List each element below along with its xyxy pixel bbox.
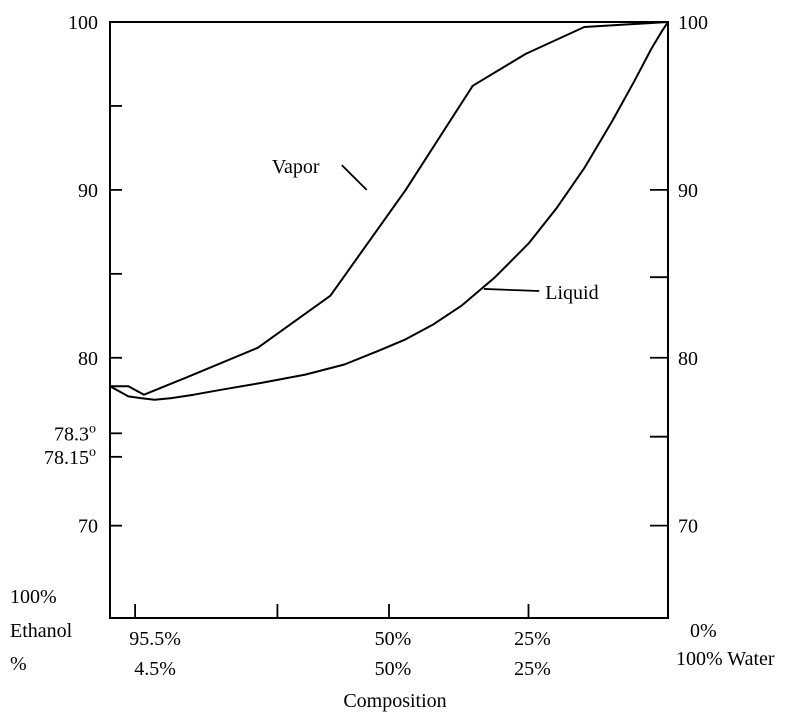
annotation-label-liquid: Liquid bbox=[545, 282, 598, 304]
right-tick-label-100: 100 bbox=[678, 12, 708, 34]
left-axis-label-line-2: Ethanol bbox=[10, 620, 73, 642]
right-axis: 100 90 80 70 bbox=[650, 12, 708, 538]
right-tick-label-70: 70 bbox=[678, 516, 698, 538]
left-tick-label-90: 90 bbox=[78, 180, 98, 202]
left-tick-label-78-3: 78.3o bbox=[54, 421, 96, 445]
axis-labels: 100% Ethanol % 0% 100% Water Composition bbox=[10, 586, 775, 712]
right-axis-label-line-1: 0% bbox=[690, 620, 717, 642]
left-tick-label-100: 100 bbox=[68, 12, 98, 34]
bottom-tick-label-0-0: 95.5% bbox=[129, 628, 181, 650]
left-axis-label-line-3: % bbox=[10, 653, 27, 675]
left-axis-label-line-1: 100% bbox=[10, 586, 57, 608]
bottom-tick-label-2-0: 50% bbox=[375, 628, 412, 650]
right-tick-label-80: 80 bbox=[678, 348, 698, 370]
bottom-tick-label-3-0: 25% bbox=[514, 628, 551, 650]
x-axis-title: Composition bbox=[343, 690, 446, 712]
annotation-leader-vapor bbox=[341, 164, 368, 191]
bottom-axis: 95.5% 4.5% 50% 50% 25% 25% bbox=[129, 604, 551, 680]
annotations-group: Vapor Liquid bbox=[272, 156, 599, 304]
plot-frame bbox=[109, 21, 669, 619]
left-tick-label-80: 80 bbox=[78, 348, 98, 370]
bottom-tick-label-2-1: 50% bbox=[375, 658, 412, 680]
annotation-leader-liquid bbox=[483, 288, 540, 292]
bottom-tick-label-0-1: 4.5% bbox=[134, 658, 176, 680]
right-axis-label-line-2: 100% Water bbox=[676, 648, 775, 670]
series-line-vapor bbox=[110, 21, 669, 396]
annotation-label-vapor: Vapor bbox=[272, 156, 320, 178]
left-tick-label-78-15: 78.15o bbox=[44, 445, 96, 469]
left-tick-label-70: 70 bbox=[78, 516, 98, 538]
right-tick-label-90: 90 bbox=[678, 180, 698, 202]
series-line-liquid bbox=[109, 21, 669, 401]
series-group bbox=[109, 21, 669, 401]
bottom-tick-label-3-1: 25% bbox=[514, 658, 551, 680]
